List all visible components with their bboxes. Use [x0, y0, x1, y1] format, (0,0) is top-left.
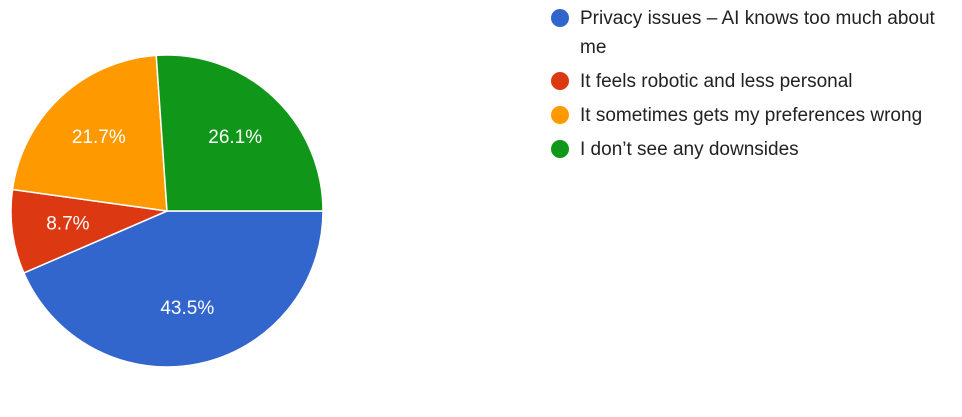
legend-label-preferences: It sometimes gets my preferences wrong: [580, 105, 923, 126]
legend-item-privacy[interactable]: Privacy issues – AI knows too much about…: [551, 4, 956, 62]
legend-item-robotic[interactable]: It feels robotic and less personal: [551, 67, 956, 96]
legend-marker-privacy: [551, 9, 569, 27]
legend-item-preferences[interactable]: It sometimes gets my preferences wrong: [551, 101, 956, 130]
legend-label-robotic: It feels robotic and less personal: [580, 71, 853, 92]
chart-legend: Privacy issues – AI knows too much about…: [551, 4, 956, 169]
legend-marker-preferences: [551, 106, 569, 124]
legend-marker-no-downsides: [551, 140, 569, 158]
legend-label-privacy: Privacy issues – AI knows too much about…: [580, 8, 935, 58]
pie-slice-robotic[interactable]: [10, 188, 170, 274]
pie-slice-preferences[interactable]: [11, 54, 168, 212]
pie-slice-privacy[interactable]: [22, 210, 324, 368]
slice-label-privacy: 43.5%: [160, 298, 214, 319]
legend-marker-robotic: [551, 72, 569, 90]
legend-label-no-downsides: I don’t see any downsides: [580, 139, 799, 160]
slice-label-preferences: 21.7%: [72, 127, 126, 148]
legend-item-no-downsides[interactable]: I don’t see any downsides: [551, 135, 956, 164]
pie-slice-no-downsides[interactable]: [155, 54, 324, 212]
slice-label-robotic: 8.7%: [46, 214, 89, 235]
slice-label-no-downsides: 26.1%: [208, 127, 262, 148]
